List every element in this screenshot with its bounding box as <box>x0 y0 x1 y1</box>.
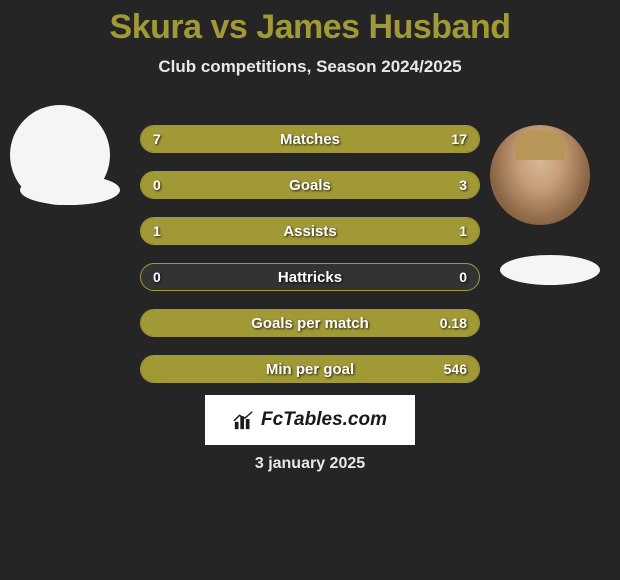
player-right-avatar <box>490 125 590 225</box>
player-left-logo-placeholder <box>20 175 120 205</box>
fctables-logo: FcTables.com <box>205 395 415 445</box>
stat-value-right: 3 <box>459 172 467 198</box>
stats-container: 7 Matches 17 0 Goals 3 1 Assists 1 0 Hat… <box>140 125 480 401</box>
stat-value-right: 0 <box>459 264 467 290</box>
stat-label: Matches <box>141 126 479 152</box>
footer-date: 3 january 2025 <box>0 455 620 473</box>
stat-label: Min per goal <box>141 356 479 382</box>
stat-row-min-per-goal: Min per goal 546 <box>140 355 480 383</box>
stat-label: Goals <box>141 172 479 198</box>
stat-value-right: 546 <box>444 356 467 382</box>
stat-row-hattricks: 0 Hattricks 0 <box>140 263 480 291</box>
stat-value-right: 17 <box>451 126 467 152</box>
stat-row-goals-per-match: Goals per match 0.18 <box>140 309 480 337</box>
subtitle: Club competitions, Season 2024/2025 <box>0 57 620 77</box>
bar-chart-icon <box>233 410 255 430</box>
player-right-logo-placeholder <box>500 255 600 285</box>
stat-row-matches: 7 Matches 17 <box>140 125 480 153</box>
stat-row-goals: 0 Goals 3 <box>140 171 480 199</box>
stat-value-right: 1 <box>459 218 467 244</box>
stat-label: Hattricks <box>141 264 479 290</box>
stat-label: Goals per match <box>141 310 479 336</box>
page-title: Skura vs James Husband <box>0 0 620 47</box>
stat-label: Assists <box>141 218 479 244</box>
stat-value-right: 0.18 <box>440 310 467 336</box>
logo-text: FcTables.com <box>261 409 387 431</box>
stat-row-assists: 1 Assists 1 <box>140 217 480 245</box>
